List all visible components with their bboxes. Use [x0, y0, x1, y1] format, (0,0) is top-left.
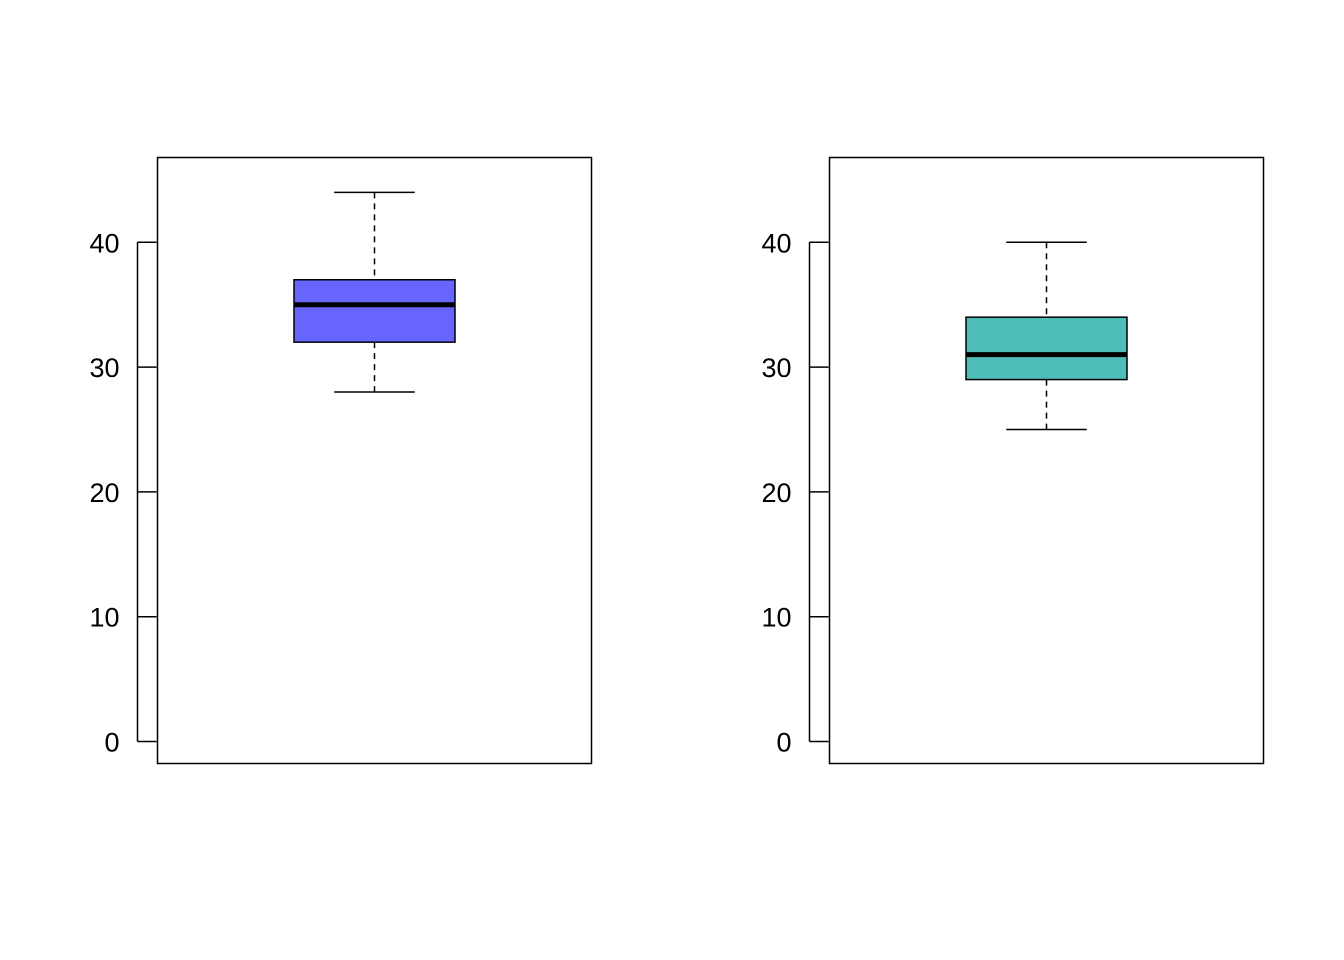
y-tick-label-right: 40 [761, 228, 791, 258]
y-tick-label-left: 40 [89, 228, 119, 258]
iqr-box-right [965, 316, 1128, 381]
y-tick-label-left: 30 [89, 353, 119, 383]
y-tick-label-right: 0 [776, 728, 791, 758]
y-tick-label-right: 10 [761, 603, 791, 633]
y-tick-label-right: 30 [761, 353, 791, 383]
y-tick-label-left: 0 [104, 728, 119, 758]
y-tick-label-right: 20 [761, 478, 791, 508]
iqr-box-left [293, 278, 456, 343]
plot-frame-left [156, 156, 593, 765]
plot-frame-right [828, 156, 1265, 765]
y-tick-label-left: 10 [89, 603, 119, 633]
y-tick-label-left: 20 [89, 478, 119, 508]
